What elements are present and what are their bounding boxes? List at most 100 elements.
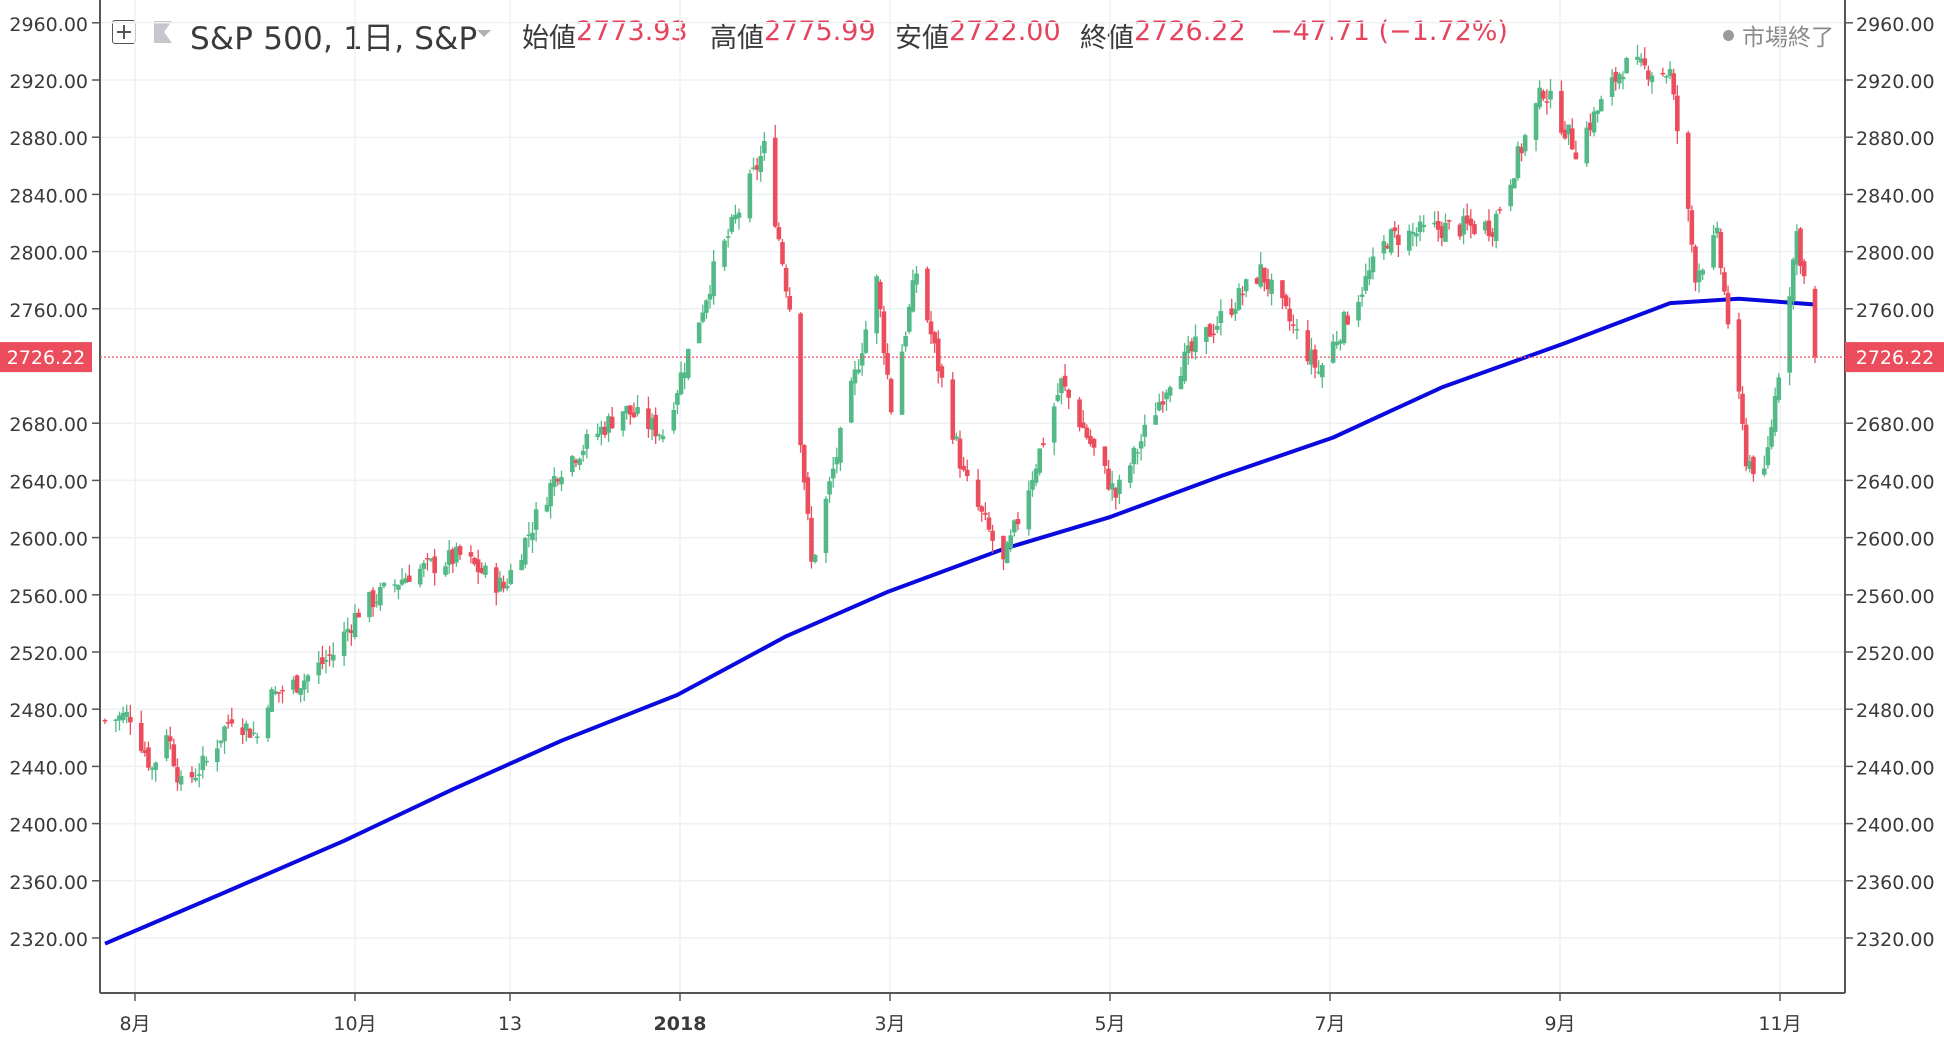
candle-body [1392,227,1398,232]
candle-body [1080,422,1086,429]
candle-body [178,776,184,785]
chevron-down-icon[interactable] [477,30,491,37]
candle-body [722,240,727,267]
candle-body [1569,128,1575,150]
candle-body [1117,479,1122,495]
candle-body [124,711,130,717]
candle-body [1185,345,1191,354]
y-tick-label-right: 2520.00 [1856,643,1935,665]
candle-body [877,281,883,310]
candle-body [193,777,198,781]
candle-body [986,517,992,530]
candle-body [961,465,966,470]
candle-body [149,768,155,770]
candle-body [983,512,988,515]
candle-body [327,654,332,656]
candle-body [1461,216,1466,235]
candle-body [888,379,894,413]
candle-body [856,369,861,373]
price-tag-left [0,342,92,373]
candle-body [403,578,408,583]
candle-body [1254,278,1260,284]
candle-body [1059,378,1064,394]
candle-body [1743,424,1749,467]
y-tick-label-left: 2520.00 [9,643,88,665]
candle-body [1164,392,1169,400]
ohlc-open: 始値 2773.93 [522,16,688,55]
candle-body [1519,147,1524,154]
candle-body [269,689,274,712]
add-symbol-button[interactable] [112,20,136,44]
axes-layer: 2960.00 2960.00 2920.00 2920.00 2880.00 2880.… [9,0,1935,1035]
candle-body [1406,230,1412,251]
candle-body [370,590,376,608]
candle-body [700,312,706,322]
candle-body [374,601,380,604]
x-tick-label: 5月 [1094,1013,1125,1035]
candle-body [733,214,738,220]
candle-body [483,565,488,575]
x-tick-label: 11月 [1758,1013,1801,1035]
change-value: −47.71 (−1.72%) [1270,16,1508,47]
low-value: 2722.00 [949,16,1061,47]
candle-body [599,426,604,435]
candle-body [834,457,840,465]
candle-body [1178,375,1184,390]
ohlc-low: 安値 2722.00 [895,16,1061,55]
candle-body [1008,535,1014,548]
candle-body [849,380,854,423]
symbol-title[interactable]: S&P 500, 1日, S&P [190,21,478,57]
candle-body [1414,233,1419,237]
high-value: 2775.99 [764,16,876,47]
candle-body [1127,465,1133,483]
candle-body [1736,319,1742,392]
candle-body [1624,58,1629,74]
candle-body [935,338,941,372]
open-value: 2773.93 [576,16,688,47]
y-tick-label-left: 2960.00 [9,14,88,36]
candle-body [885,353,890,375]
candle-body [421,563,427,569]
candle-body [932,332,937,344]
candle-body [1544,101,1550,103]
candle-body [863,329,869,353]
candle-body [1696,270,1702,283]
candle-body [425,558,430,560]
candle-body [1066,389,1071,398]
candle-body [975,479,981,507]
candle-body [204,760,209,763]
candle-body [1718,232,1724,268]
flag-icon[interactable] [152,19,174,45]
candle-body [218,740,224,744]
y-tick-label-right: 2480.00 [1856,700,1935,722]
candle-body [1675,95,1680,132]
candle-body [1385,245,1390,249]
candle-body [830,468,836,479]
candle-body [1598,99,1604,112]
candle-body [1055,395,1061,401]
candle-body [1381,241,1387,254]
candle-body [501,581,506,589]
candle-body [577,458,582,465]
candle-body [1667,69,1673,77]
candle-body [1464,215,1470,224]
candle-body [1689,210,1695,245]
candle-body [508,570,514,584]
candle-body [378,587,383,606]
low-label: 安値 [895,23,949,54]
candle-body [736,212,742,218]
candle-body [628,405,633,415]
candle-body [584,434,590,449]
candle-body [1280,280,1285,299]
candle-body [1772,395,1778,432]
candle-body [1193,336,1198,353]
candle-body [522,538,528,565]
high-label: 高値 [710,23,764,54]
price-tag-right-label: 2726.22 [1856,347,1935,369]
candle-body [1330,341,1336,363]
candle-body [1497,209,1503,211]
candle-body [1262,267,1267,283]
candle-body [711,261,716,297]
candle-body [1211,333,1216,336]
